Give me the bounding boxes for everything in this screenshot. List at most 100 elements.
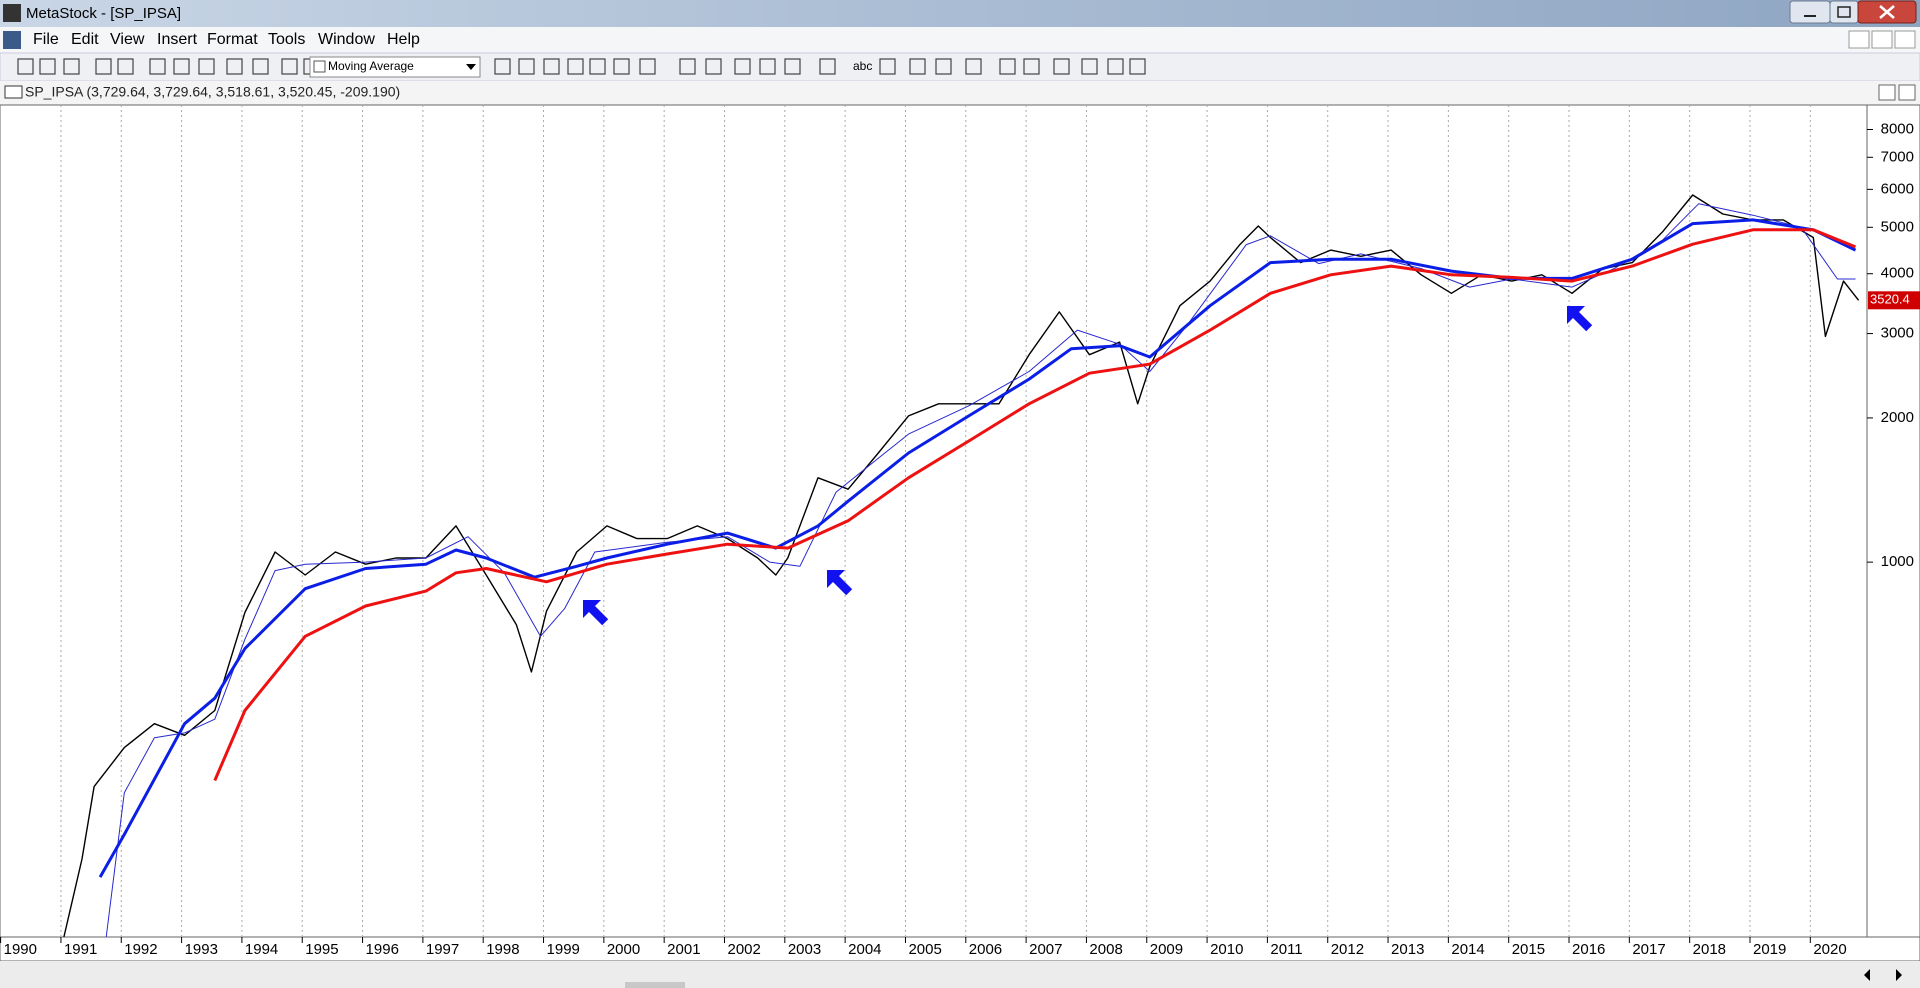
tool-button[interactable]: [639, 58, 656, 75]
tool-button[interactable]: [759, 58, 776, 75]
tool-button[interactable]: [252, 58, 269, 75]
y-tick-label: 4000: [1881, 265, 1914, 282]
tool-button[interactable]: [734, 58, 751, 75]
tool-button[interactable]: [198, 58, 215, 75]
x-tick-label: 2000: [607, 941, 640, 958]
x-tick-label: 2018: [1693, 941, 1726, 958]
maximize-glyph: [1837, 6, 1851, 18]
menu-item[interactable]: File: [33, 31, 59, 48]
chart-header-bar: [0, 81, 1920, 105]
tool-button[interactable]: [226, 58, 243, 75]
minimize-button[interactable]: [1789, 0, 1831, 24]
chart-restore[interactable]: [1878, 84, 1896, 101]
scrollbar[interactable]: [0, 961, 1920, 988]
tool-button[interactable]: [494, 58, 511, 75]
indicator-dropdown[interactable]: [309, 56, 481, 78]
tool-button[interactable]: [39, 58, 56, 75]
tool-button[interactable]: [518, 58, 535, 75]
close-glyph: [1879, 5, 1895, 19]
tool-button[interactable]: [935, 58, 952, 75]
x-axis-area: [0, 936, 1920, 962]
maximize-button[interactable]: [1829, 0, 1859, 24]
tool-button[interactable]: [1081, 58, 1098, 75]
text-tool[interactable]: abc: [853, 59, 872, 73]
x-tick-label: 2010: [1210, 941, 1243, 958]
y-tick-label: 1000: [1881, 553, 1914, 570]
y-tick-label: 2000: [1881, 409, 1914, 426]
tool-button[interactable]: [281, 58, 298, 75]
series-line: [213, 228, 1857, 782]
x-tick-label: 1999: [547, 941, 580, 958]
tool-button[interactable]: [95, 58, 112, 75]
tool-button[interactable]: [589, 58, 606, 75]
x-tick-label: 2017: [1632, 941, 1665, 958]
x-tick-label: 2019: [1753, 941, 1786, 958]
menu-item[interactable]: Edit: [71, 31, 99, 48]
tool-button[interactable]: [679, 58, 696, 75]
tool-button[interactable]: [1053, 58, 1070, 75]
chart: 1990 1991 1992 1993 1994 1995 1996 1997 1998 1999…: [0, 105, 1920, 958]
tool-button[interactable]: [1023, 58, 1040, 75]
tool-button[interactable]: [1107, 58, 1124, 75]
scroll-thumb[interactable]: [625, 982, 685, 988]
x-tick-label: 2009: [1150, 941, 1183, 958]
menu: File Edit View Insert Format Tools Window Help: [33, 31, 420, 48]
tool-button[interactable]: [543, 58, 560, 75]
tool-button[interactable]: [567, 58, 584, 75]
x-tick-label: 2001: [667, 941, 700, 958]
app-icon: [3, 4, 21, 22]
tool-button[interactable]: [149, 58, 166, 75]
chart-close[interactable]: [1898, 84, 1916, 101]
last-value-box: [1868, 291, 1920, 310]
dropdown-arrow: [466, 64, 476, 70]
tool-button[interactable]: [1129, 58, 1146, 75]
x-tick-label: 2014: [1451, 941, 1484, 958]
tool-button[interactable]: [879, 58, 896, 75]
tool-button[interactable]: [17, 58, 34, 75]
menu-item[interactable]: Format: [207, 31, 258, 48]
x-tick-label: 2015: [1512, 941, 1545, 958]
arrow: [1567, 306, 1593, 332]
tool-button[interactable]: [63, 58, 80, 75]
tool-button[interactable]: [705, 58, 722, 75]
x-tick-label: 2003: [788, 941, 821, 958]
mdi-minimize[interactable]: [1848, 30, 1870, 49]
x-tick-label: 2011: [1270, 941, 1302, 958]
tool-button[interactable]: [173, 58, 190, 75]
menu-item[interactable]: Window: [318, 31, 375, 48]
indicator-name: Moving Average: [328, 59, 414, 73]
x-tick-label: 2020: [1813, 941, 1846, 958]
tool-button[interactable]: [965, 58, 982, 75]
menu-item[interactable]: View: [110, 31, 145, 48]
menu-item[interactable]: Tools: [268, 31, 305, 48]
tool-button[interactable]: [613, 58, 630, 75]
tool-button[interactable]: [784, 58, 801, 75]
x-tick-label: 1996: [366, 941, 399, 958]
x-tick-label: 1997: [426, 941, 459, 958]
indicator-icon: [313, 60, 326, 73]
x-tick-label: 1998: [486, 941, 519, 958]
x-tick-label: 1993: [185, 941, 218, 958]
menu-item[interactable]: Help: [387, 31, 420, 48]
x-tick-label: 1992: [124, 941, 157, 958]
tool-button[interactable]: [819, 58, 836, 75]
arrow: [583, 600, 609, 626]
tool-button[interactable]: [117, 58, 134, 75]
annotations: [583, 306, 1593, 626]
tool-button[interactable]: [999, 58, 1016, 75]
mdi-restore[interactable]: [1871, 30, 1893, 49]
y-tick-label: 5000: [1881, 218, 1914, 235]
x-tick-label: 2005: [908, 941, 941, 958]
x-tick-label: 1994: [245, 941, 278, 958]
series-line: [63, 194, 1860, 938]
mdi-close[interactable]: [1894, 30, 1916, 49]
menu-item[interactable]: Insert: [157, 31, 198, 48]
arrow: [827, 570, 853, 596]
chart-header: SP_IPSA (3,729.64, 3,729.64, 3,518.61, 3…: [25, 84, 400, 100]
doc-icon: [3, 31, 21, 49]
y-axis-area: [1866, 104, 1920, 938]
series-line: [105, 203, 1856, 938]
tool-button[interactable]: [909, 58, 926, 75]
